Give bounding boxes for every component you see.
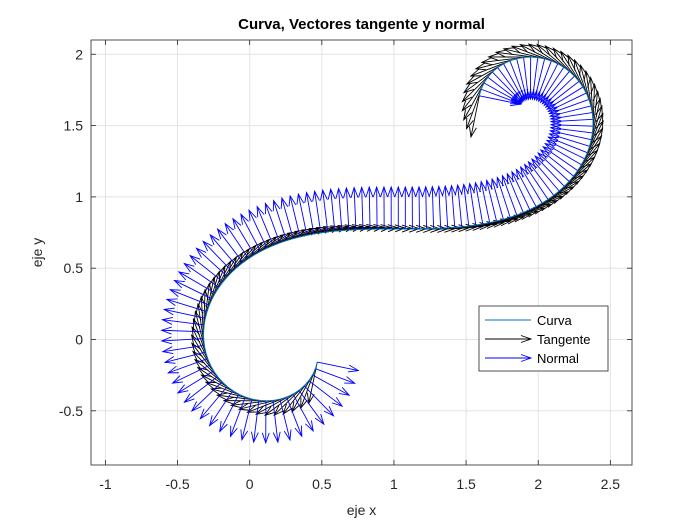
- y-tick-label: 2: [75, 46, 83, 62]
- x-tick-label: -1: [99, 476, 112, 492]
- y-tick-label: 1.5: [64, 118, 84, 134]
- y-tick-label: -0.5: [59, 403, 83, 419]
- x-axis-label: eje x: [347, 502, 377, 518]
- x-tick-label: 2.5: [601, 476, 621, 492]
- x-tick-label: -0.5: [165, 476, 189, 492]
- x-tick-label: 0.5: [312, 476, 332, 492]
- x-tick-label: 2: [534, 476, 542, 492]
- x-tick-label: 1.5: [456, 476, 476, 492]
- legend-tangente-label: Tangente: [537, 332, 591, 347]
- y-axis-label: eje y: [29, 238, 45, 268]
- plot-area: -1 -0.5 0 0.5 1 1.5 2 2.5 -0.5 0 0.5 1 1.5 2: [59, 40, 632, 492]
- legend[interactable]: Curva Tangente Normal: [479, 306, 608, 371]
- legend-normal-label: Normal: [537, 351, 579, 366]
- chart-title: Curva, Vectores tangente y normal: [238, 16, 485, 33]
- y-tick-label: 1: [75, 189, 83, 205]
- legend-curva-label: Curva: [537, 313, 572, 328]
- x-tick-label: 1: [390, 476, 398, 492]
- y-tick-label: 0.5: [64, 260, 84, 276]
- y-tick-label: 0: [75, 331, 83, 347]
- x-tick-label: 0: [246, 476, 254, 492]
